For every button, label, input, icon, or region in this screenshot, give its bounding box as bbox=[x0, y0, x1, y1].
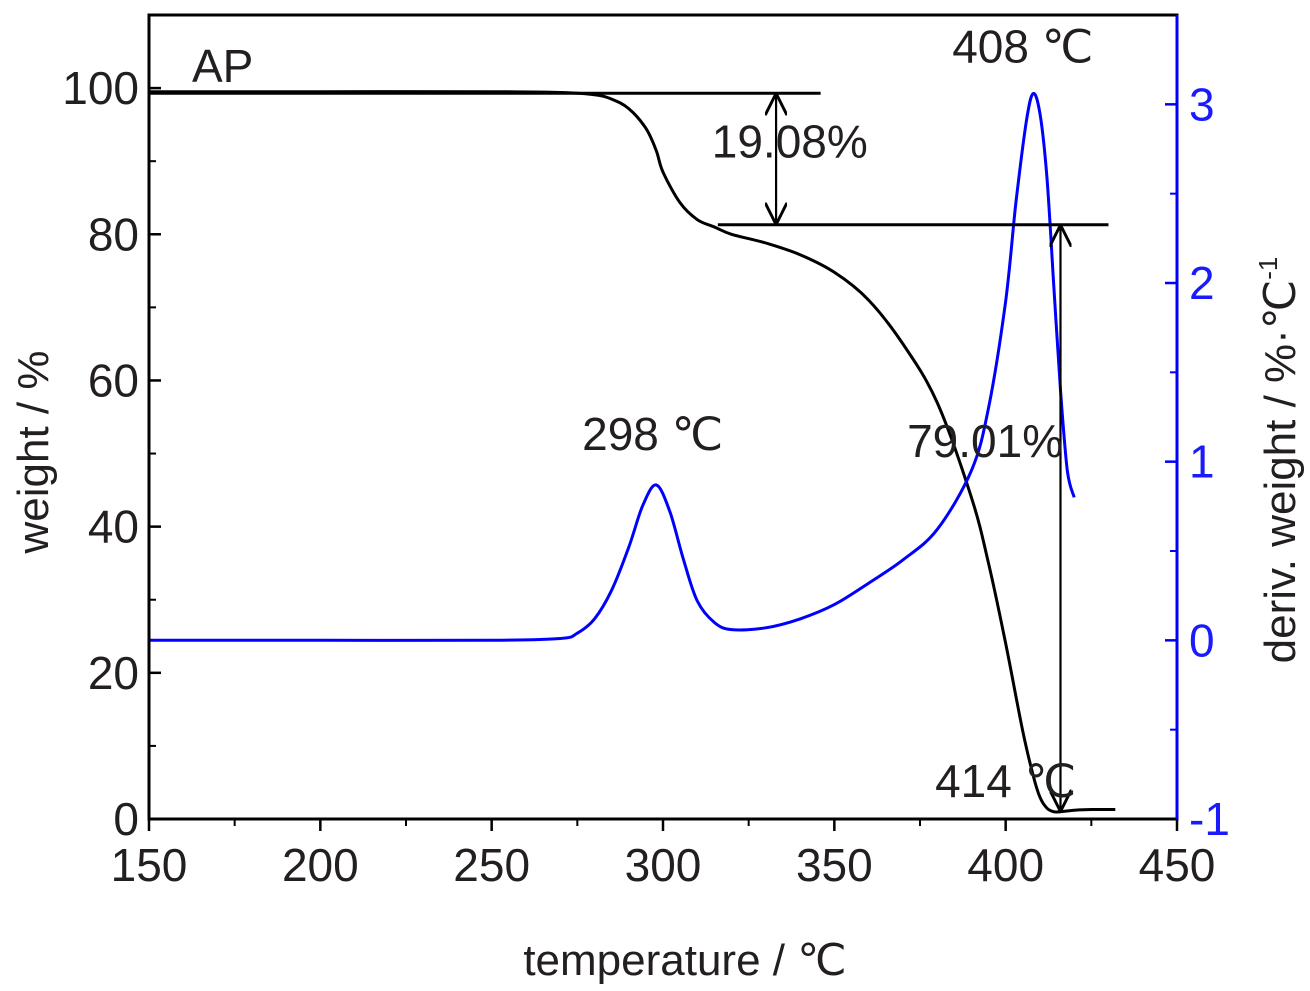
x-tick-label: 250 bbox=[453, 839, 530, 891]
y-right-tick-label: -1 bbox=[1189, 793, 1230, 845]
y-axis-right-title: deriv. weight / %·℃-1 bbox=[1253, 257, 1305, 664]
y-left-tick-label: 40 bbox=[88, 501, 139, 553]
axis-ticks: 150 200 250 300 350 400 450 0 20 40 60 80 100 -1 0 1 2 3 bbox=[62, 62, 1230, 891]
y-right-tick-label: 1 bbox=[1189, 436, 1215, 488]
y-left-tick-label: 20 bbox=[88, 647, 139, 699]
x-tick-label: 400 bbox=[967, 839, 1044, 891]
annotation-label: 19.08% bbox=[712, 116, 868, 168]
y-axis-right-title-sup: -1 bbox=[1253, 257, 1283, 280]
derivative-weight-line bbox=[149, 91, 1076, 642]
x-axis-title: temperature / ℃ bbox=[523, 936, 846, 985]
y-right-tick-label: 3 bbox=[1189, 78, 1215, 130]
y-axis-right-title-main: deriv. weight / %·℃ bbox=[1256, 280, 1305, 664]
annotation-label: 298 ℃ bbox=[582, 408, 723, 460]
annotation-label: 408 ℃ bbox=[952, 21, 1093, 73]
x-tick-label: 450 bbox=[1139, 839, 1216, 891]
y-axis-left-title: weight / % bbox=[9, 351, 58, 555]
y-left-tick-label: 0 bbox=[113, 793, 139, 845]
x-tick-label: 150 bbox=[111, 839, 188, 891]
x-tick-label: 200 bbox=[282, 839, 359, 891]
y-right-tick-label: 0 bbox=[1189, 614, 1215, 666]
weight-line bbox=[149, 90, 1116, 814]
annotation-label: 414 ℃ bbox=[935, 755, 1076, 807]
panel-label: AP bbox=[192, 40, 253, 92]
y-left-tick-label: 60 bbox=[88, 354, 139, 406]
x-tick-label: 350 bbox=[796, 839, 873, 891]
y-right-tick-label: 2 bbox=[1189, 257, 1215, 309]
y-left-tick-label: 100 bbox=[62, 62, 139, 114]
x-tick-label: 300 bbox=[625, 839, 702, 891]
y-left-tick-label: 80 bbox=[88, 208, 139, 260]
annotation-label: 79.01% bbox=[907, 415, 1063, 467]
